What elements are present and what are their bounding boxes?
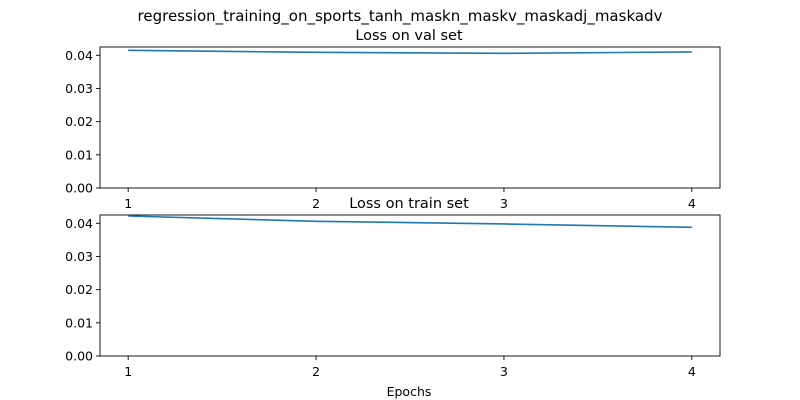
train-loss-axes: Loss on train set Epochs 1 2 3 4 0.00 0.01 0.0… — [65, 196, 721, 399]
val-y-tick-label: 0.03 — [65, 81, 93, 96]
val-x-tick-label: 3 — [500, 196, 508, 211]
val-y-tick-label: 0.02 — [65, 114, 93, 129]
train-loss-title: Loss on train set — [349, 196, 469, 212]
val-y-tick-label: 0.00 — [65, 181, 93, 196]
val-loss-title: Loss on val set — [355, 28, 463, 44]
val-loss-axes: Loss on val set 1 2 3 4 0.00 0.01 0.02 0.03 0.04 — [65, 28, 721, 211]
val-loss-line — [128, 49, 692, 55]
x-axis-label: Epochs — [387, 384, 432, 399]
val-y-tick-label: 0.01 — [65, 147, 93, 162]
train-y-tick-label: 0.03 — [65, 249, 93, 264]
val-x-tick-label: 4 — [688, 196, 696, 211]
train-y-tick-label: 0.01 — [65, 315, 93, 330]
val-y-tick-label: 0.04 — [65, 48, 93, 63]
train-y-tick-label: 0.02 — [65, 282, 93, 297]
train-plot-frame — [99, 214, 721, 357]
train-x-tick-label: 3 — [500, 364, 508, 379]
train-loss-line — [128, 215, 692, 229]
val-x-tick-label: 1 — [124, 196, 132, 211]
figure-suptitle: regression_training_on_sports_tanh_maskn… — [138, 7, 663, 26]
train-x-tick-label: 4 — [688, 364, 696, 379]
train-x-tick-label: 2 — [312, 364, 320, 379]
val-x-tick-label: 2 — [312, 196, 320, 211]
train-x-tick-label: 1 — [124, 364, 132, 379]
train-y-tick-label: 0.04 — [65, 216, 93, 231]
train-y-tick-label: 0.00 — [65, 349, 93, 364]
val-plot-frame — [99, 46, 721, 189]
